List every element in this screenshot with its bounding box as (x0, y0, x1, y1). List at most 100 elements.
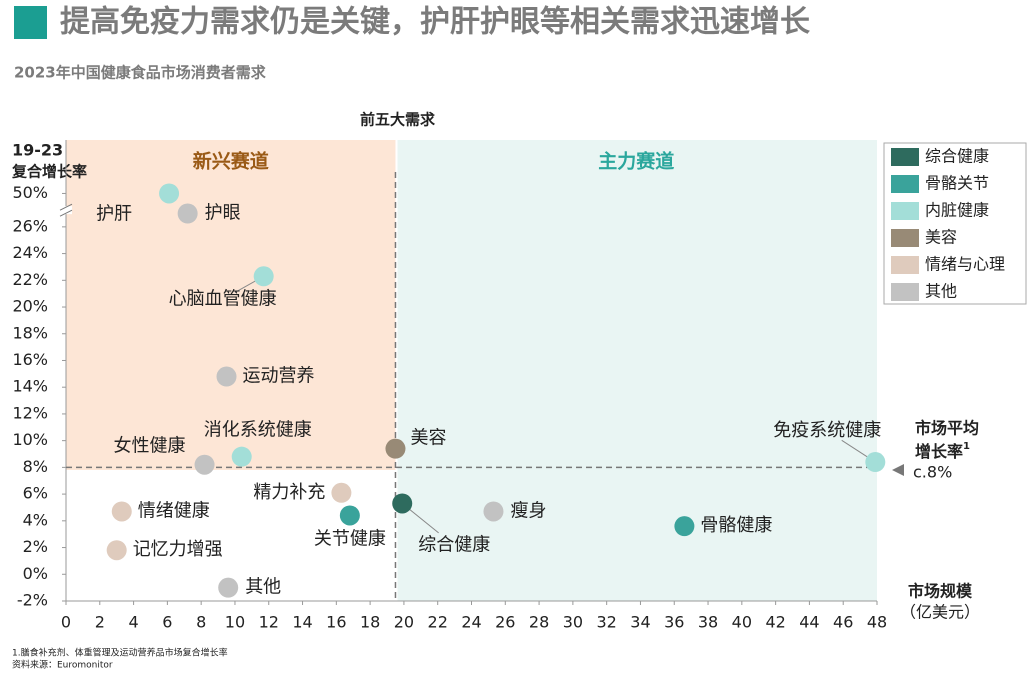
x-axis-label: （亿美元） (900, 603, 980, 622)
bubble (218, 577, 239, 598)
y-tick-label: 20% (12, 297, 48, 316)
y-tick-label: 2% (23, 537, 48, 556)
point-label: 骨骼健康 (700, 515, 772, 536)
point-label: 美容 (410, 428, 446, 449)
bubble (177, 203, 198, 224)
x-tick-label: 42 (765, 613, 785, 632)
region (397, 140, 877, 601)
y-tick-label: 8% (23, 457, 48, 476)
average-label: 增长率1 (915, 441, 970, 461)
x-tick-label: 34 (630, 613, 650, 632)
bubble (331, 482, 352, 503)
title-marker (14, 6, 47, 39)
axis-break (59, 203, 73, 211)
point-label: 运动营养 (243, 366, 315, 387)
average-arrow (892, 464, 904, 476)
x-tick-label: 22 (428, 613, 448, 632)
axis-break (59, 209, 73, 217)
legend-swatch (891, 148, 919, 166)
region-label: 主力赛道 (598, 150, 674, 173)
x-tick-label: 14 (292, 613, 312, 632)
x-tick-label: 20 (394, 613, 414, 632)
legend-label: 情绪与心理 (925, 255, 1005, 274)
x-tick-label: 0 (61, 613, 71, 632)
region-label: 新兴赛道 (193, 150, 269, 173)
x-tick-label: 28 (529, 613, 549, 632)
point-label: 护肝 (96, 203, 132, 224)
chart-subtitle: 2023年中国健康食品市场消费者需求 (14, 64, 267, 82)
y-tick-label: 50% (12, 183, 48, 202)
legend-swatch (891, 175, 919, 193)
x-tick-label: 4 (128, 613, 138, 632)
y-tick-label: 10% (12, 430, 48, 449)
x-tick-label: 24 (461, 613, 481, 632)
average-sup: 1 (963, 441, 970, 452)
y-tick-label: 26% (12, 216, 48, 235)
point-label: 免疫系统健康 (773, 420, 881, 441)
y-axis-label: 19-23 (12, 141, 63, 160)
point-label: 关节健康 (314, 528, 386, 549)
average-label: 市场平均 (915, 419, 979, 438)
y-tick-label: 14% (12, 377, 48, 396)
bubble (674, 516, 695, 537)
y-tick-label: 12% (12, 403, 48, 422)
x-tick-label: 18 (360, 613, 380, 632)
axis-break-gap (60, 206, 72, 215)
y-tick-label: 0% (23, 564, 48, 583)
footnote: 1.膳食补充剂、体重管理及运动营养品市场复合增长率 (12, 647, 228, 659)
point-label: 情绪健康 (138, 500, 210, 521)
bubble (106, 540, 127, 561)
y-tick-label: 22% (12, 270, 48, 289)
x-tick-label: 26 (495, 613, 515, 632)
x-tick-label: 46 (833, 613, 853, 632)
y-tick-label: 16% (12, 350, 48, 369)
bubble (339, 505, 360, 526)
y-axis-label: 复合增长率 (11, 163, 87, 181)
legend-swatch (891, 256, 919, 274)
bubble (231, 446, 252, 467)
legend-swatch (891, 229, 919, 247)
point-label: 其他 (245, 577, 281, 598)
legend-label: 美容 (925, 228, 957, 247)
x-tick-label: 2 (95, 613, 105, 632)
point-label: 记忆力增强 (133, 539, 223, 560)
average-value: c.8% (913, 463, 952, 482)
x-tick-label: 10 (225, 613, 245, 632)
average-note: 市场平均 增长率1 c.8% (892, 419, 979, 482)
point-label: 综合健康 (418, 534, 490, 555)
point-label: 护眼 (205, 202, 241, 223)
x-tick-label: 36 (664, 613, 684, 632)
bubble (385, 438, 406, 459)
point-label: 瘦身 (510, 500, 546, 521)
legend-swatch (891, 283, 919, 301)
legend-label: 综合健康 (925, 147, 989, 166)
point-label: 女性健康 (114, 436, 186, 457)
legend-box (883, 142, 1027, 305)
bubble (865, 452, 886, 473)
y-tick-label: 4% (23, 510, 48, 529)
x-tick-label: 40 (732, 613, 752, 632)
average-label-main: 增长率 (915, 442, 963, 461)
region (66, 140, 396, 470)
bubble (111, 501, 132, 522)
x-tick-label: 16 (326, 613, 346, 632)
x-tick-label: 44 (799, 613, 819, 632)
legend-swatch (891, 202, 919, 220)
bubble (159, 183, 180, 204)
x-tick-label: 8 (196, 613, 206, 632)
chart-title: 提高免疫力需求仍是关键，护肝护眼等相关需求迅速增长 (60, 5, 810, 40)
top-note: 前五大需求 (360, 111, 436, 129)
bubble (392, 493, 413, 514)
bubble (253, 266, 274, 287)
x-axis-label: 市场规模 (908, 582, 973, 601)
legend-label: 其他 (925, 282, 957, 301)
legend-label: 骨骼关节 (925, 174, 989, 193)
y-tick-label: 6% (23, 484, 48, 503)
y-tick-label: -2% (17, 591, 48, 610)
x-tick-label: 38 (698, 613, 718, 632)
x-tick-label: 32 (596, 613, 616, 632)
x-tick-label: 30 (563, 613, 583, 632)
x-tick-label: 48 (867, 613, 887, 632)
y-tick-label: 24% (12, 243, 48, 262)
